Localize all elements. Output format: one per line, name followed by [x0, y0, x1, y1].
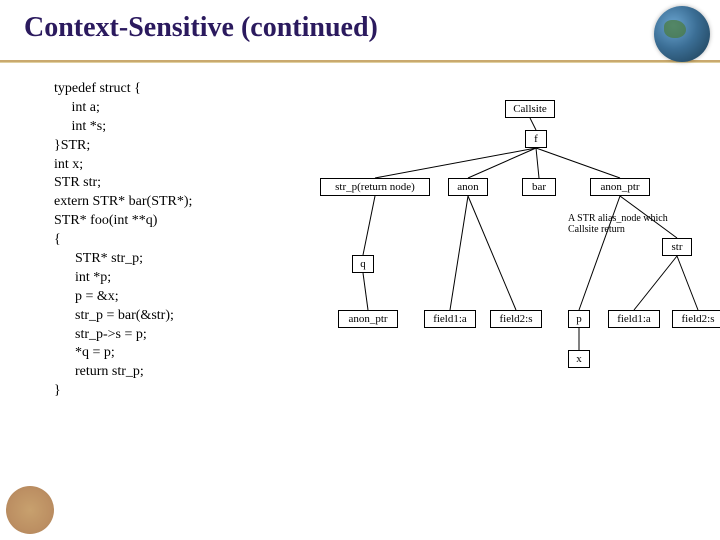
node-anonptr: anon_ptr — [590, 178, 650, 196]
node-strp: str_p(return node) — [320, 178, 430, 196]
node-f2s_l: field2:s — [490, 310, 542, 328]
code-block: typedef struct { int a; int *s; }STR; in… — [54, 80, 192, 401]
node-f2s_r: field2:s — [672, 310, 720, 328]
node-anon: anon — [448, 178, 488, 196]
node-str: str — [662, 238, 692, 256]
globe-icon — [654, 6, 710, 62]
node-callsite: Callsite — [505, 100, 555, 118]
node-f: f — [525, 130, 547, 148]
node-p: p — [568, 310, 590, 328]
title-underline — [0, 60, 720, 63]
seal-icon — [6, 486, 54, 534]
diagram-annotation: A STR alias_node which Callsite return — [568, 213, 668, 235]
page-title: Context-Sensitive (continued) — [24, 12, 378, 44]
diagram: A STR alias_node which Callsite return C… — [320, 100, 710, 360]
node-bar: bar — [522, 178, 556, 196]
node-anonptr2: anon_ptr — [338, 310, 398, 328]
node-x: x — [568, 350, 590, 368]
node-q: q — [352, 255, 374, 273]
node-f1a_l: field1:a — [424, 310, 476, 328]
node-f1a_r: field1:a — [608, 310, 660, 328]
